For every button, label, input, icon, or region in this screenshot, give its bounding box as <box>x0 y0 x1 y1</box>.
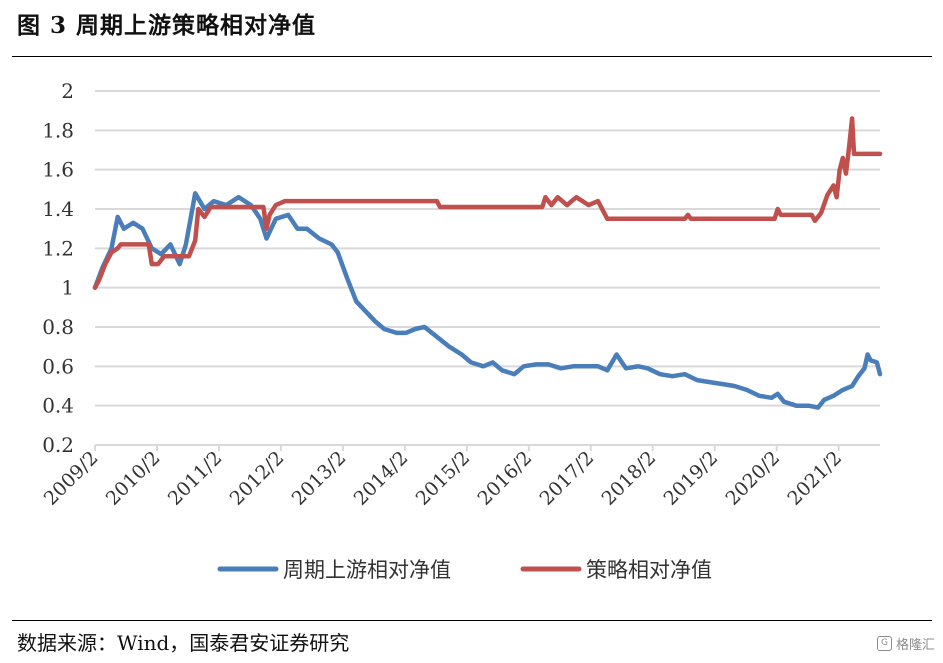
y-axis-tick-labels: 0.2 0.4 0.6 0.8 1 1.2 1.4 1.6 1.8 2 <box>42 79 74 457</box>
y-tick-label: 0.2 <box>42 433 74 457</box>
x-tick-label: 2011/2 <box>164 447 227 510</box>
y-tick-label: 1.4 <box>42 197 74 221</box>
legend-label: 周期上游相对净值 <box>283 558 451 582</box>
legend: 周期上游相对净值 策略相对净值 <box>217 558 712 582</box>
y-tick-label: 0.6 <box>42 354 74 378</box>
x-tick-label: 2013/2 <box>288 447 351 510</box>
series-lines <box>92 116 883 410</box>
gridlines <box>95 90 880 407</box>
watermark: G 格隆汇 <box>876 634 935 653</box>
bottom-rule <box>12 620 932 621</box>
source-note: 数据来源：Wind，国泰君安证券研究 <box>17 631 350 655</box>
x-tick-label: 2018/2 <box>597 447 660 510</box>
legend-label: 策略相对净值 <box>586 558 712 582</box>
y-tick-label: 2 <box>61 79 74 103</box>
x-tick-label: 2019/2 <box>659 447 722 510</box>
y-tick-label: 1.6 <box>42 158 74 182</box>
x-tick-label: 2020/2 <box>721 447 784 510</box>
y-tick-label: 1.2 <box>42 236 74 260</box>
x-tick-label: 2021/2 <box>783 447 846 510</box>
y-tick-label: 1 <box>61 276 74 300</box>
x-axis-tick-labels: 2009/2 2010/2 2011/2 2012/2 2013/2 2014/2 2015… <box>40 445 846 510</box>
x-tick-label: 2017/2 <box>536 447 599 510</box>
series-line-2 <box>92 116 883 290</box>
x-tick-label: 2014/2 <box>350 447 413 510</box>
series-line-1 <box>92 191 883 410</box>
watermark-text: 格隆汇 <box>895 638 935 653</box>
line-chart: 0.2 0.4 0.6 0.8 1 1.2 1.4 1.6 1.8 2 2009/2 2010/2 2… <box>40 79 883 582</box>
top-rule <box>12 56 932 57</box>
y-tick-label: 0.4 <box>42 394 74 418</box>
x-tick-label: 2016/2 <box>474 447 537 510</box>
figure-title: 图 3 周期上游策略相对净值 <box>17 12 317 39</box>
y-tick-label: 1.8 <box>42 118 74 142</box>
x-tick-label: 2010/2 <box>102 447 165 510</box>
x-tick-label: 2015/2 <box>412 447 475 510</box>
y-tick-label: 0.8 <box>42 315 74 339</box>
x-tick-label: 2012/2 <box>226 447 289 510</box>
watermark-logo-icon: G <box>876 636 892 651</box>
